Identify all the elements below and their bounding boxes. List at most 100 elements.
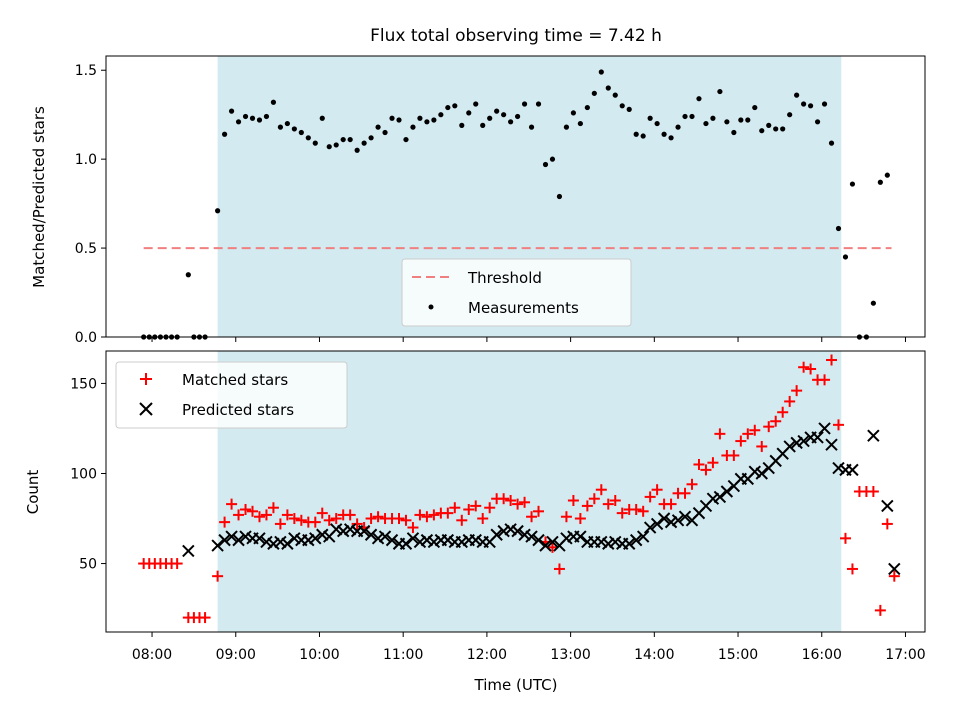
predicted-star-point: [546, 535, 559, 549]
predicted-star-point: [706, 492, 720, 505]
measurement-point: [535, 101, 542, 107]
predicted-star-point: [518, 528, 531, 541]
matched-star-point: [365, 513, 377, 525]
predicted-star-point: [811, 431, 824, 444]
matched-star-point: [874, 604, 886, 616]
predicted-star-point: [302, 533, 315, 547]
predicted-star-point: [232, 533, 245, 547]
measurement-point: [403, 136, 409, 143]
matched-star-point: [839, 532, 851, 544]
predicted-star-point: [574, 530, 587, 543]
legend-measurements-swatch: [428, 304, 434, 310]
measurement-point: [473, 101, 479, 107]
predicted-star-point: [783, 440, 796, 453]
measurement-point: [661, 131, 667, 137]
predicted-star-point: [623, 537, 636, 550]
predicted-star-point: [490, 528, 503, 541]
predicted-star-point: [755, 467, 768, 480]
matched-star-point: [714, 428, 726, 440]
measurement-point: [794, 92, 800, 98]
matched-star-point: [546, 541, 558, 553]
predicted-star-point: [825, 438, 838, 451]
measurement-point: [521, 101, 528, 107]
matched-star-point: [470, 500, 482, 512]
measurement-point: [256, 117, 263, 123]
measurement-point: [717, 88, 723, 95]
measurement-point: [675, 124, 681, 130]
predicted-star-point: [602, 537, 615, 550]
predicted-star-point: [797, 434, 810, 448]
matched-star-point: [756, 440, 768, 452]
matched-star-point: [498, 493, 510, 505]
measurement-point: [773, 126, 779, 132]
measurement-point: [654, 120, 660, 127]
predicted-star-point: [378, 530, 392, 543]
ratio-legend-box: [401, 258, 632, 327]
ratio-y-tick-label: 0.5: [75, 241, 97, 257]
ratio-x-ticks: [151, 337, 906, 342]
ratio-y-ticks: 0.0 0.5 1.0 1.5: [75, 63, 106, 346]
predicted-star-point: [253, 532, 266, 545]
measurement-point: [570, 110, 577, 116]
predicted-star-point: [888, 562, 901, 576]
legend-measurements-label: Measurements: [468, 299, 579, 317]
legend-matched-label: Matched stars: [182, 371, 288, 389]
matched-star-point: [316, 507, 328, 519]
matched-star-point: [881, 518, 893, 530]
matched-star-point: [595, 484, 607, 496]
matched-star-point: [323, 514, 335, 526]
matched-star-point: [512, 498, 524, 510]
measurement-point: [752, 104, 758, 111]
predicted-star-point: [595, 535, 608, 549]
matched-star-point: [393, 513, 405, 525]
matched-star-point: [574, 513, 586, 525]
measurement-point: [375, 124, 381, 130]
measurement-point: [452, 103, 458, 109]
measurement-point: [849, 181, 856, 187]
predicted-star-point: [441, 533, 455, 547]
matched-star-point: [700, 464, 712, 476]
matched-star-point: [463, 504, 475, 516]
matched-star-point: [281, 509, 293, 521]
measurement-point: [745, 117, 751, 123]
predicted-star-point: [225, 530, 238, 543]
matched-star-point: [888, 570, 900, 582]
measurement-point: [814, 119, 821, 125]
x-tick-label: 17:00: [885, 647, 925, 663]
predicted-star-point: [399, 537, 413, 550]
measurement-point: [298, 129, 304, 136]
measurement-point: [766, 122, 772, 128]
measurement-point: [263, 113, 270, 120]
ratio-plot-frame: [105, 55, 926, 338]
matched-star-point: [414, 509, 426, 521]
measurement-point: [438, 112, 444, 118]
legend-matched-swatch: [140, 373, 152, 385]
x-tick-label: 08:00: [132, 647, 172, 663]
predicted-star-point: [636, 530, 650, 543]
measurement-point: [724, 119, 730, 125]
measurement-point: [807, 103, 814, 109]
predicted-star-point: [364, 528, 378, 541]
matched-star-point: [449, 502, 461, 514]
predicted-star-point: [713, 490, 727, 504]
matched-star-point: [644, 491, 656, 503]
matched-star-point: [421, 511, 433, 523]
predicted-star-point: [846, 463, 859, 477]
ratio-y-tick-label: 0.0: [75, 330, 97, 346]
count-y-tick-label: 100: [70, 466, 97, 482]
measurement-point: [710, 115, 716, 121]
predicted-star-point: [469, 533, 482, 547]
count-y-axis-title: Count: [24, 470, 42, 515]
measurement-point: [640, 133, 646, 139]
measurement-point: [528, 124, 535, 130]
measurement-point: [487, 115, 493, 121]
measurement-point: [759, 128, 765, 134]
measurement-point: [668, 135, 674, 141]
measurement-point: [270, 99, 277, 105]
ratio-y-tick-label: 1.0: [75, 152, 97, 168]
predicted-star-point: [720, 485, 734, 498]
measurement-point: [305, 135, 311, 141]
measurement-point: [828, 140, 835, 146]
predicted-star-point: [867, 429, 880, 442]
predicted-star-point: [790, 436, 803, 450]
